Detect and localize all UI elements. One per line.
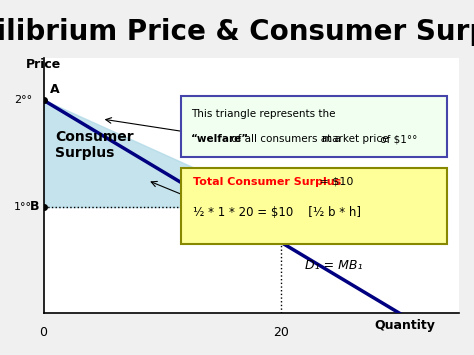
Text: 0: 0 xyxy=(40,326,47,339)
Text: A: A xyxy=(50,83,59,96)
Text: Total Consumer Surplus: Total Consumer Surplus xyxy=(193,176,341,186)
Text: Equilibrium Price & Consumer Surplus: Equilibrium Price & Consumer Surplus xyxy=(0,18,474,46)
Text: This triangle represents the: This triangle represents the xyxy=(191,109,336,119)
Polygon shape xyxy=(44,100,281,207)
Text: Quantity: Quantity xyxy=(374,319,435,332)
FancyBboxPatch shape xyxy=(181,96,447,157)
Text: B: B xyxy=(29,200,39,213)
FancyBboxPatch shape xyxy=(181,168,447,244)
Text: 1°°: 1°° xyxy=(14,202,32,212)
Text: D₁ = MB₁: D₁ = MB₁ xyxy=(305,258,362,272)
Text: = $10: = $10 xyxy=(316,176,353,186)
Text: Consumer
Surplus: Consumer Surplus xyxy=(55,130,134,160)
Text: “welfare”: “welfare” xyxy=(191,134,249,144)
Text: ½ * 1 * 20 = $10    [½ b * h]: ½ * 1 * 20 = $10 [½ b * h] xyxy=(193,206,361,219)
Text: Price: Price xyxy=(26,58,61,71)
Text: C: C xyxy=(284,209,294,222)
Text: of $1°°: of $1°° xyxy=(377,134,418,144)
Text: of all consumers at a: of all consumers at a xyxy=(228,134,344,144)
Text: market price: market price xyxy=(322,134,389,144)
Text: 2°°: 2°° xyxy=(14,95,32,105)
Text: 20: 20 xyxy=(273,326,289,339)
